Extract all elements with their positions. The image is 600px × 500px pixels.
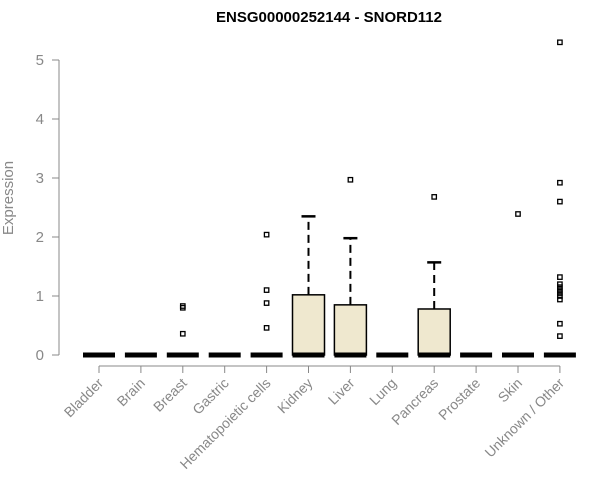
x-tick-label-breast: Breast (150, 375, 190, 415)
box-pancreas (417, 194, 451, 358)
outlier-point (557, 296, 563, 303)
x-tick-label-pancreas: Pancreas (388, 375, 441, 428)
x-tick-label-liver: Liver (325, 375, 358, 408)
outlier-point (179, 303, 186, 309)
box-breast (166, 303, 199, 358)
outlier-point (557, 39, 563, 46)
outlier-point (263, 231, 270, 238)
outlier-point (557, 198, 563, 205)
plot-area (83, 39, 576, 358)
outlier-point (557, 284, 563, 291)
y-axis-label: Expression (0, 161, 17, 235)
outlier-point (557, 287, 563, 293)
box-liver (333, 176, 368, 358)
y-axis: 0 1 2 3 4 5 (36, 52, 60, 364)
outlier-point (557, 333, 563, 339)
y-tick-label: 2 (36, 229, 44, 246)
outlier-point (431, 194, 438, 200)
outlier-point (263, 300, 270, 306)
x-tick-label-prostate: Prostate (435, 375, 483, 423)
outlier-point (263, 325, 270, 331)
outlier-point (557, 290, 563, 296)
outlier-point (557, 320, 563, 327)
box-hematopoietic-cells (250, 231, 283, 358)
outlier-point (557, 274, 563, 280)
outlier-point (515, 211, 521, 217)
x-tick-label-lung: Lung (366, 375, 399, 408)
box-skin (502, 211, 534, 358)
box-unknown-other (543, 39, 576, 358)
outlier-point (557, 281, 563, 288)
y-tick-label: 4 (36, 111, 44, 128)
outlier-point (347, 176, 354, 183)
x-tick-label-unknown-other: Unknown / Other (481, 375, 567, 461)
iqr-box (417, 308, 451, 356)
y-tick-label: 0 (36, 347, 44, 364)
outlier-point (557, 293, 563, 299)
y-tick-label: 1 (36, 288, 44, 305)
chart-title: ENSG00000252144 - SNORD112 (216, 9, 442, 26)
y-tick-label: 3 (36, 170, 44, 187)
x-tick-label-bladder: Bladder (61, 375, 107, 421)
outlier-point (557, 179, 563, 186)
iqr-box (291, 294, 326, 356)
box-kidney (291, 215, 326, 358)
outlier-point (179, 330, 186, 337)
x-tick-label-brain: Brain (114, 375, 148, 409)
outlier-point (263, 287, 270, 293)
y-tick-label: 5 (36, 52, 44, 69)
x-tick-label-skin: Skin (495, 375, 526, 406)
x-tick-label-kidney: Kidney (274, 375, 316, 417)
iqr-box (333, 304, 368, 356)
